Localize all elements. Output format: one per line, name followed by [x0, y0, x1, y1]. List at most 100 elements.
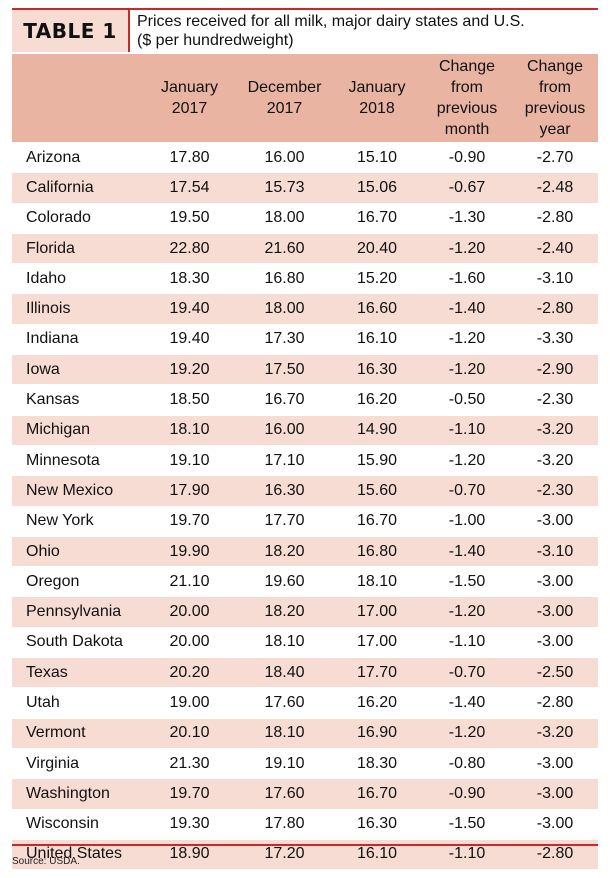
table-row: Iowa 19.20 17.50 16.30 -1.20 -2.90 [12, 354, 598, 385]
header-text-line: Change [526, 58, 584, 75]
header-december-2017: December 2017 [237, 54, 332, 143]
cell-change-month: -1.00 [422, 505, 512, 537]
cell-december-2017: 19.60 [237, 566, 332, 597]
table-row: Indiana 19.40 17.30 16.10 -1.20 -3.30 [12, 323, 598, 355]
cell-change-year: -2.90 [512, 354, 598, 385]
cell-change-month: -1.50 [422, 808, 512, 840]
table-row: Wisconsin 19.30 17.80 16.30 -1.50 -3.00 [12, 808, 598, 840]
cell-january-2017: 19.40 [142, 323, 237, 355]
cell-december-2017: 18.10 [237, 626, 332, 658]
cell-january-2018: 14.90 [332, 414, 422, 446]
table-row: Michigan 18.10 16.00 14.90 -1.10 -3.20 [12, 414, 598, 446]
cell-january-2017: 19.50 [142, 202, 237, 234]
table-row: New Mexico 17.90 16.30 15.60 -0.70 -2.30 [12, 475, 598, 507]
cell-change-month: -1.20 [422, 323, 512, 355]
cell-january-2018: 16.60 [332, 293, 422, 325]
cell-change-year: -2.30 [512, 384, 598, 416]
cell-january-2017: 21.30 [142, 747, 237, 779]
cell-january-2017: 19.90 [142, 535, 237, 567]
cell-change-month: -1.20 [422, 596, 512, 628]
header-text-line: 2017 [266, 100, 303, 117]
header-text-line: from [539, 79, 571, 96]
cell-change-month: -1.20 [422, 232, 512, 264]
table-row: Idaho 18.30 16.80 15.20 -1.60 -3.10 [12, 263, 598, 294]
state-name: Minnesota [12, 444, 142, 476]
cell-january-2018: 15.20 [332, 263, 422, 294]
table-row: Texas 20.20 18.40 17.70 -0.70 -2.50 [12, 657, 598, 688]
table-row: Kansas 18.50 16.70 16.20 -0.50 -2.30 [12, 384, 598, 416]
cell-change-month: -1.40 [422, 293, 512, 325]
cell-january-2018: 16.30 [332, 808, 422, 840]
cell-change-year: -3.20 [512, 444, 598, 476]
cell-december-2017: 16.70 [237, 384, 332, 416]
state-name: Idaho [12, 263, 142, 294]
cell-january-2017: 17.80 [142, 141, 237, 173]
cell-january-2017: 22.80 [142, 232, 237, 264]
cell-january-2018: 16.70 [332, 778, 422, 810]
cell-december-2017: 19.10 [237, 747, 332, 779]
caption-line-2: ($ per hundredweight) [137, 32, 294, 49]
header-state [12, 54, 142, 143]
table-row: Arizona 17.80 16.00 15.10 -0.90 -2.70 [12, 141, 598, 173]
header-change-month: Change from previous month [422, 54, 512, 143]
cell-january-2017: 19.20 [142, 354, 237, 385]
state-name: New York [12, 505, 142, 537]
state-name: Florida [12, 232, 142, 264]
cell-december-2017: 17.60 [237, 687, 332, 719]
cell-january-2018: 15.06 [332, 172, 422, 204]
cell-january-2017: 19.70 [142, 505, 237, 537]
cell-change-year: -3.00 [512, 505, 598, 537]
cell-december-2017: 18.40 [237, 657, 332, 688]
cell-change-month: -1.40 [422, 535, 512, 567]
state-name: Washington [12, 778, 142, 810]
cell-january-2018: 20.40 [332, 232, 422, 264]
milk-prices-table: January 2017 December 2017 January 2018 Change… [12, 54, 598, 870]
state-name: Ohio [12, 535, 142, 567]
cell-december-2017: 16.80 [237, 263, 332, 294]
table-row: Ohio 19.90 18.20 16.80 -1.40 -3.10 [12, 535, 598, 567]
cell-january-2017: 20.10 [142, 717, 237, 749]
state-name: Indiana [12, 323, 142, 355]
table-row: Washington 19.70 17.60 16.70 -0.90 -3.00 [12, 778, 598, 810]
state-name: New Mexico [12, 475, 142, 507]
table-row: Minnesota 19.10 17.10 15.90 -1.20 -3.20 [12, 444, 598, 476]
cell-december-2017: 18.10 [237, 717, 332, 749]
header-text-line: January [161, 79, 218, 96]
header-january-2018: January 2018 [332, 54, 422, 143]
cell-change-month: -0.50 [422, 384, 512, 416]
cell-december-2017: 17.80 [237, 808, 332, 840]
cell-change-year: -2.50 [512, 657, 598, 688]
state-name: Utah [12, 687, 142, 719]
cell-january-2017: 19.40 [142, 293, 237, 325]
table-row: Illinois 19.40 18.00 16.60 -1.40 -2.80 [12, 293, 598, 325]
cell-january-2017: 18.50 [142, 384, 237, 416]
cell-january-2017: 19.70 [142, 778, 237, 810]
cell-change-year: -3.00 [512, 566, 598, 597]
cell-january-2018: 16.30 [332, 354, 422, 385]
cell-january-2018: 16.10 [332, 323, 422, 355]
cell-december-2017: 17.30 [237, 323, 332, 355]
cell-january-2018: 16.20 [332, 687, 422, 719]
header-text-line: year [539, 121, 571, 138]
cell-january-2017: 17.90 [142, 475, 237, 507]
cell-january-2018: 16.90 [332, 717, 422, 749]
table-row: Florida 22.80 21.60 20.40 -1.20 -2.40 [12, 232, 598, 264]
cell-december-2017: 16.30 [237, 475, 332, 507]
state-name: Iowa [12, 354, 142, 385]
cell-change-year: -3.10 [512, 263, 598, 294]
cell-january-2018: 16.70 [332, 202, 422, 234]
table-row: Virginia 21.30 19.10 18.30 -0.80 -3.00 [12, 747, 598, 779]
header-row: January 2017 December 2017 January 2018 Change… [12, 54, 598, 143]
header-text-line: January [348, 79, 406, 96]
cell-change-month: -1.30 [422, 202, 512, 234]
cell-december-2017: 16.00 [237, 141, 332, 173]
table-body: Arizona 17.80 16.00 15.10 -0.90 -2.70 Californ… [12, 141, 598, 870]
header-text-line: Change [438, 58, 496, 75]
cell-december-2017: 18.20 [237, 535, 332, 567]
cell-january-2018: 15.10 [332, 141, 422, 173]
cell-change-month: -0.70 [422, 657, 512, 688]
cell-change-year: -3.00 [512, 596, 598, 628]
cell-change-month: -1.20 [422, 354, 512, 385]
state-name: Wisconsin [12, 808, 142, 840]
header-change-year: Change from previous year [512, 54, 598, 143]
